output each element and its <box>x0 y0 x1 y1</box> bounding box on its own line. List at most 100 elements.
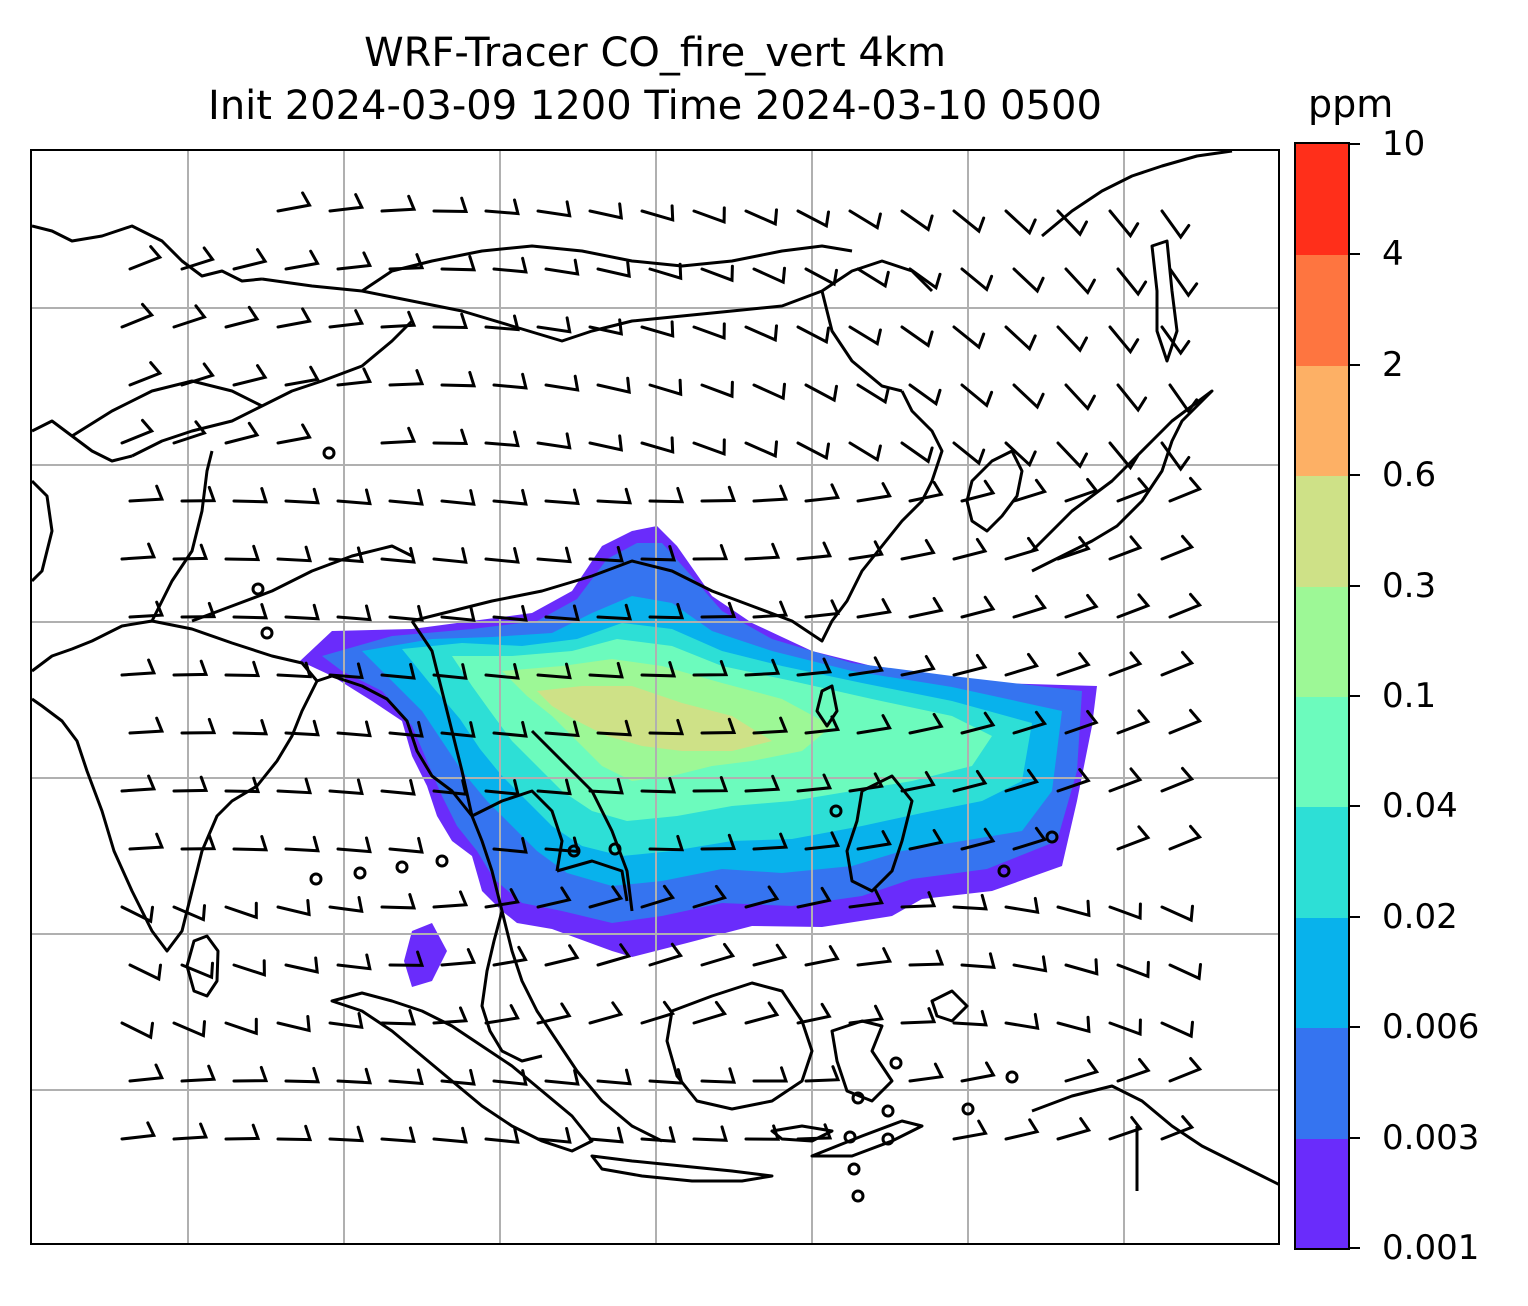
wind-barb <box>180 717 217 735</box>
wind-barb <box>796 541 833 561</box>
colorbar-tick-label: 0.1 <box>1382 676 1437 716</box>
wind-barb <box>1012 955 1048 973</box>
wind-barb <box>900 325 934 348</box>
wind-barb <box>544 1069 580 1086</box>
wind-barb <box>432 547 468 564</box>
coastline-india <box>32 619 319 953</box>
wind-barb <box>700 1067 737 1084</box>
wind-barb <box>900 655 936 677</box>
wind-barb <box>596 260 631 279</box>
wind-barb <box>700 833 737 851</box>
wind-barb <box>1064 593 1099 619</box>
colorbar-tick <box>1350 584 1360 587</box>
wind-barb <box>284 249 320 271</box>
wind-barb <box>380 194 417 213</box>
wind-barb <box>648 942 684 967</box>
wind-barb <box>544 720 580 738</box>
coastline-sumatra <box>330 991 594 1153</box>
wind-barb <box>492 256 528 274</box>
wind-barb <box>432 779 468 796</box>
wind-barb <box>224 776 261 794</box>
wind-barb <box>180 1064 217 1083</box>
colorbar-tick <box>1350 1247 1360 1249</box>
wind-barb <box>640 545 677 562</box>
wind-barb <box>336 953 372 971</box>
wind-barb <box>1004 1118 1040 1141</box>
wind-barb <box>1168 476 1203 503</box>
wind-barb <box>484 1004 520 1025</box>
wind-barb <box>588 318 624 336</box>
wind-barb <box>908 828 944 851</box>
wind-barb <box>796 441 830 461</box>
colorbar-unit: ppm <box>1308 82 1394 126</box>
border-himalaya <box>191 544 413 623</box>
wind-barb <box>172 543 209 561</box>
border-laos-vietnam <box>530 729 634 912</box>
wind-barb <box>856 383 890 405</box>
coastline-japan <box>1030 389 1214 573</box>
wind-barb <box>1168 592 1203 619</box>
wind-barb <box>172 1020 206 1038</box>
wind-barb <box>432 663 468 680</box>
border-myanmar <box>410 620 474 817</box>
wind-barb <box>1004 441 1037 468</box>
wind-barb <box>848 325 882 346</box>
wind-barb <box>596 719 633 737</box>
wind-barb <box>276 191 312 213</box>
wind-barb <box>960 952 996 970</box>
wind-barb <box>284 835 320 853</box>
calm-wind-marker <box>567 844 581 858</box>
wind-barb <box>700 485 737 503</box>
wind-barb <box>536 778 572 796</box>
wind-barb <box>960 595 996 619</box>
calm-wind-marker <box>829 804 843 818</box>
wind-barb <box>952 769 988 793</box>
wind-barb <box>1168 267 1199 298</box>
coastlines <box>32 151 1278 1186</box>
wind-barb <box>1012 710 1048 735</box>
coastline-moluccas <box>930 989 969 1023</box>
wind-barb <box>120 542 157 561</box>
wind-barb <box>328 546 364 564</box>
wind-barb <box>796 325 830 345</box>
wind-barb <box>128 716 165 735</box>
wind-barb <box>692 544 729 561</box>
wind-barb <box>900 891 937 909</box>
wind-barb <box>796 1002 832 1025</box>
wind-barb <box>1160 1020 1194 1039</box>
wind-barb <box>744 440 778 459</box>
wind-barb <box>700 717 737 735</box>
wind-barb <box>544 604 580 622</box>
map-title-line1: WRF-Tracer CO_fire_vert 4km <box>364 30 946 76</box>
colorbar-tick-label: 0.006 <box>1382 1007 1480 1048</box>
wind-barb <box>648 834 685 852</box>
wind-barb <box>1056 768 1091 793</box>
wind-barb <box>796 209 830 229</box>
wind-barb <box>120 302 155 329</box>
wind-barb <box>484 779 520 796</box>
calm-wind-marker <box>843 1130 857 1144</box>
map-title-line2: Init 2024-03-09 1200 Time 2024-03-10 050… <box>208 83 1102 129</box>
wind-barb <box>908 596 944 619</box>
wind-barb <box>588 777 624 795</box>
wind-barb <box>544 488 580 506</box>
wind-barb <box>588 885 624 909</box>
wind-barb <box>1116 825 1151 851</box>
wind-barb <box>432 196 469 214</box>
wind-barb <box>848 209 882 230</box>
wind-barb <box>276 545 313 563</box>
wind-barb <box>1168 708 1203 735</box>
wind-barb <box>336 251 373 271</box>
wind-barb <box>596 1068 632 1086</box>
border-central-asia <box>131 319 414 458</box>
wind-barb <box>336 1067 373 1085</box>
wind-barb <box>492 604 528 622</box>
wind-barb <box>1116 267 1148 297</box>
wind-barb <box>588 661 624 679</box>
wind-barb <box>804 383 838 403</box>
border-cambodia <box>556 859 629 902</box>
wind-barb <box>952 537 988 561</box>
wind-barb <box>960 383 994 408</box>
coastline-sri-lanka <box>185 934 220 998</box>
wind-barb <box>328 1012 364 1029</box>
